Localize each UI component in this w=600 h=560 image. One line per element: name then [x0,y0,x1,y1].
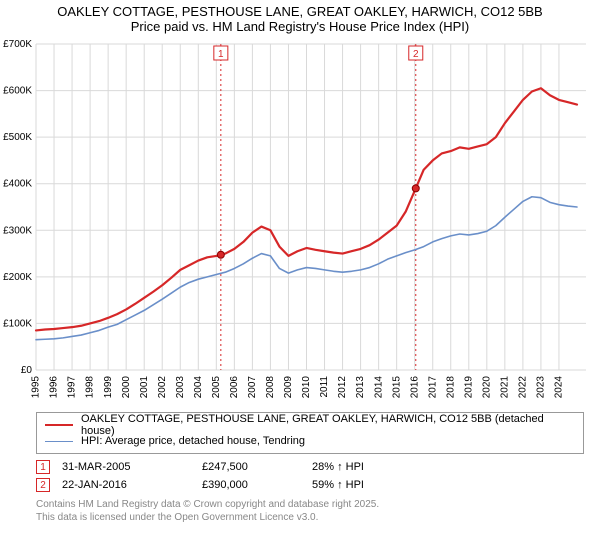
transaction-price: £390,000 [202,479,312,491]
transaction-marker: 2 [36,478,50,492]
svg-text:1998: 1998 [85,376,96,399]
transaction-price: £247,500 [202,461,312,473]
svg-text:2003: 2003 [175,376,186,399]
attribution: Contains HM Land Registry data © Crown c… [0,494,600,524]
svg-text:2000: 2000 [121,376,132,399]
svg-text:2023: 2023 [536,376,547,399]
transactions-list: 1 31-MAR-2005£247,50028% ↑ HPI 2 22-JAN-201… [0,458,600,494]
attribution-line1: Contains HM Land Registry data © Crown c… [36,498,600,511]
svg-text:£700K: £700K [3,39,32,50]
svg-text:2005: 2005 [211,376,222,399]
legend-item: OAKLEY COTTAGE, PESTHOUSE LANE, GREAT OA… [45,417,575,433]
svg-text:£600K: £600K [3,86,32,97]
legend: OAKLEY COTTAGE, PESTHOUSE LANE, GREAT OA… [36,412,584,454]
svg-text:2013: 2013 [355,376,366,399]
line-chart: £0 £100K £200K £300K £400K £500K £600K £700K 199… [0,36,600,406]
transaction-row: 1 31-MAR-2005£247,50028% ↑ HPI [0,458,600,476]
svg-text:2017: 2017 [427,376,438,399]
svg-text:2014: 2014 [373,376,384,399]
transaction-row: 2 22-JAN-2016£390,00059% ↑ HPI [0,476,600,494]
svg-text:2: 2 [413,49,419,60]
chart-title: OAKLEY COTTAGE, PESTHOUSE LANE, GREAT OA… [0,0,600,36]
svg-text:1999: 1999 [103,376,114,399]
svg-text:£100K: £100K [3,318,32,329]
svg-text:1996: 1996 [49,376,60,399]
transaction-date: 22-JAN-2016 [62,479,202,491]
svg-text:2009: 2009 [283,376,294,399]
svg-text:2024: 2024 [554,376,565,399]
svg-text:1995: 1995 [31,376,42,399]
svg-text:£200K: £200K [3,272,32,283]
svg-text:2011: 2011 [319,376,330,398]
svg-text:£0: £0 [21,365,33,376]
svg-text:2022: 2022 [518,376,529,399]
svg-text:£300K: £300K [3,225,32,236]
svg-text:2021: 2021 [499,376,510,399]
svg-text:2019: 2019 [463,376,474,399]
svg-text:1997: 1997 [67,376,78,399]
svg-text:2001: 2001 [139,376,150,399]
title-address: OAKLEY COTTAGE, PESTHOUSE LANE, GREAT OA… [0,4,600,19]
attribution-line2: This data is licensed under the Open Gov… [36,511,600,524]
svg-text:2015: 2015 [391,376,402,399]
legend-label: HPI: Average price, detached house, Tend… [81,435,305,447]
svg-text:1: 1 [218,49,224,60]
svg-text:2016: 2016 [409,376,420,399]
legend-swatch [45,424,73,426]
svg-text:£500K: £500K [3,132,32,143]
transaction-pct: 59% ↑ HPI [312,479,364,491]
svg-text:2002: 2002 [157,376,168,399]
transaction-date: 31-MAR-2005 [62,461,202,473]
svg-text:2004: 2004 [193,376,204,399]
svg-text:2020: 2020 [481,376,492,399]
svg-text:2006: 2006 [229,376,240,399]
svg-text:2012: 2012 [337,376,348,399]
svg-text:2007: 2007 [247,376,258,399]
legend-label: OAKLEY COTTAGE, PESTHOUSE LANE, GREAT OA… [81,413,575,437]
svg-text:2010: 2010 [301,376,312,399]
title-subtitle: Price paid vs. HM Land Registry's House … [0,19,600,34]
transaction-pct: 28% ↑ HPI [312,461,364,473]
transaction-marker: 1 [36,460,50,474]
svg-text:£400K: £400K [3,179,32,190]
legend-swatch [45,441,73,442]
svg-text:2008: 2008 [265,376,276,399]
svg-text:2018: 2018 [445,376,456,399]
